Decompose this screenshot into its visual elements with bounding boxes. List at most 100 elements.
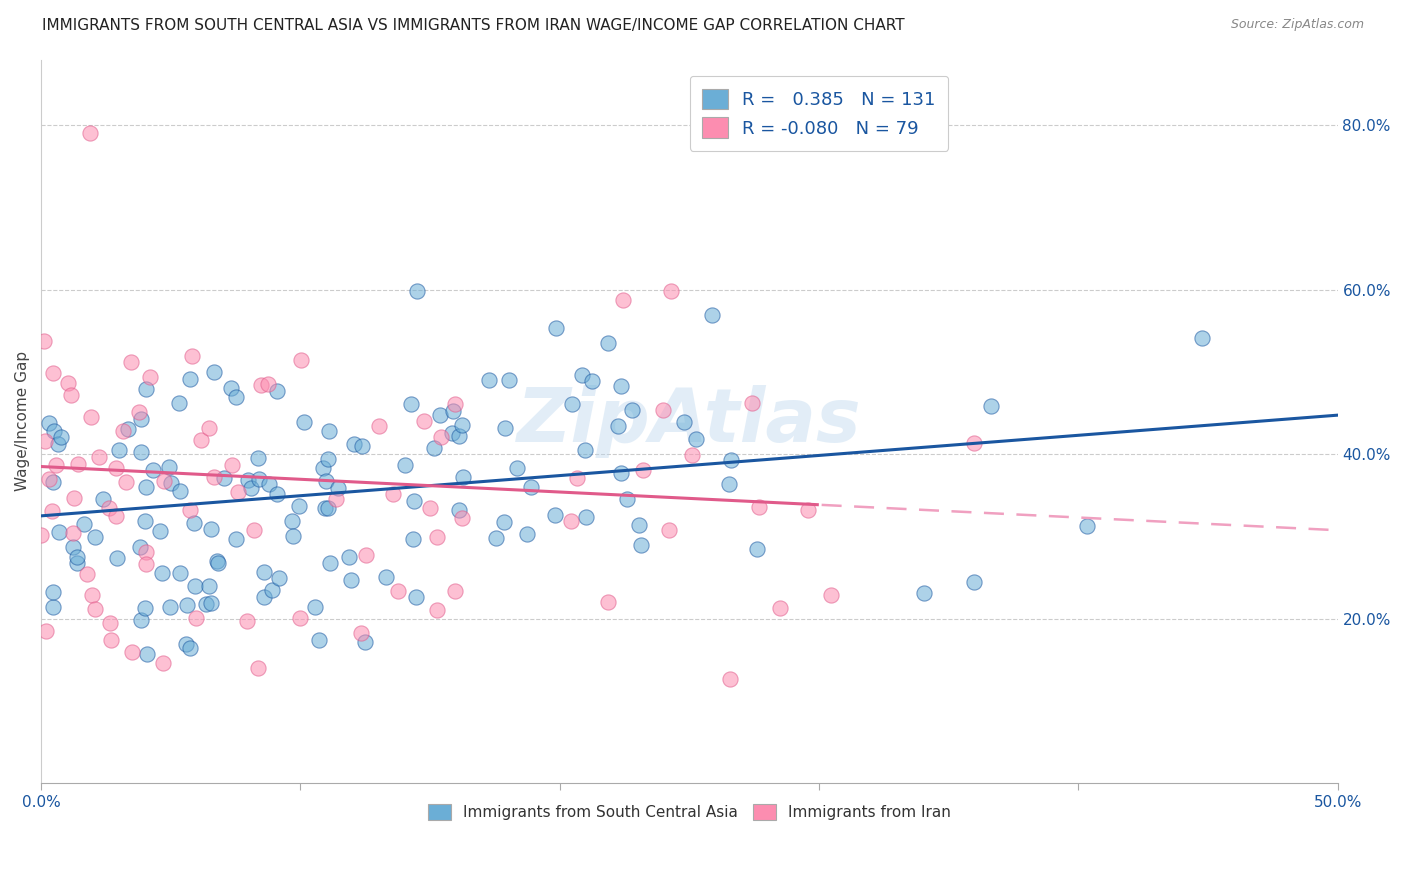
Point <box>42 475 65 489</box>
Point <box>441 404 464 418</box>
Point <box>596 335 619 350</box>
Point <box>963 575 986 590</box>
Point <box>304 600 326 615</box>
Point <box>247 450 270 465</box>
Point <box>609 466 631 480</box>
Point <box>115 475 138 490</box>
Point <box>685 432 707 446</box>
Point <box>343 436 366 450</box>
Point <box>399 396 422 410</box>
Point <box>179 502 201 516</box>
Point <box>97 500 120 515</box>
Point <box>42 585 65 599</box>
Point <box>129 412 152 426</box>
Point <box>565 471 588 485</box>
Point <box>184 611 207 625</box>
Point <box>673 415 696 429</box>
Point <box>42 424 65 438</box>
Point <box>253 566 276 580</box>
Point <box>42 366 65 380</box>
Point <box>128 540 150 554</box>
Point <box>820 588 842 602</box>
Point <box>402 532 425 546</box>
Point <box>700 308 723 322</box>
Point <box>169 566 191 581</box>
Point <box>45 458 67 473</box>
Point <box>575 509 598 524</box>
Point <box>283 529 305 543</box>
Point <box>190 433 212 447</box>
Point <box>308 633 330 648</box>
Point <box>42 599 65 614</box>
Point <box>35 624 58 638</box>
Point <box>288 499 311 513</box>
Point <box>451 470 474 484</box>
Point <box>374 570 396 584</box>
Point <box>718 477 741 491</box>
Point <box>135 382 157 396</box>
Point <box>135 480 157 494</box>
Point <box>169 395 191 409</box>
Point <box>247 472 270 486</box>
Point <box>239 481 262 495</box>
Point <box>447 502 470 516</box>
Point <box>257 376 280 391</box>
Point <box>426 530 449 544</box>
Point <box>441 425 464 440</box>
Point <box>681 448 703 462</box>
Point <box>769 601 792 615</box>
Point <box>179 641 201 656</box>
Point <box>169 484 191 499</box>
Point <box>62 526 84 541</box>
Point <box>354 635 377 649</box>
Point <box>747 542 769 557</box>
Point <box>444 584 467 599</box>
Point <box>84 601 107 615</box>
Point <box>105 551 128 566</box>
Point <box>91 491 114 506</box>
Point <box>316 500 339 515</box>
Point <box>134 514 156 528</box>
Point <box>184 578 207 592</box>
Point <box>419 500 441 515</box>
Point <box>72 516 94 531</box>
Point <box>292 415 315 429</box>
Point <box>741 396 763 410</box>
Point <box>117 422 139 436</box>
Point <box>100 632 122 647</box>
Point <box>134 601 156 615</box>
Point <box>59 387 82 401</box>
Point <box>104 461 127 475</box>
Point <box>748 500 770 514</box>
Point <box>325 491 347 506</box>
Point <box>315 474 337 488</box>
Point <box>219 381 242 395</box>
Point <box>560 514 582 528</box>
Point <box>413 414 436 428</box>
Point <box>120 355 142 369</box>
Point <box>51 429 73 443</box>
Point <box>236 473 259 487</box>
Point <box>422 442 444 456</box>
Point <box>318 424 340 438</box>
Point <box>627 518 650 533</box>
Point <box>281 515 304 529</box>
Point <box>76 567 98 582</box>
Point <box>516 526 538 541</box>
Point <box>142 463 165 477</box>
Point <box>266 384 288 398</box>
Point <box>152 656 174 670</box>
Point <box>316 451 339 466</box>
Point <box>243 523 266 537</box>
Point <box>318 556 340 570</box>
Point <box>135 545 157 559</box>
Point <box>340 573 363 587</box>
Point <box>544 508 567 522</box>
Point <box>288 611 311 625</box>
Point <box>1076 519 1098 533</box>
Point <box>651 403 673 417</box>
Point <box>912 586 935 600</box>
Point <box>394 458 416 472</box>
Point <box>200 522 222 536</box>
Point <box>236 614 259 628</box>
